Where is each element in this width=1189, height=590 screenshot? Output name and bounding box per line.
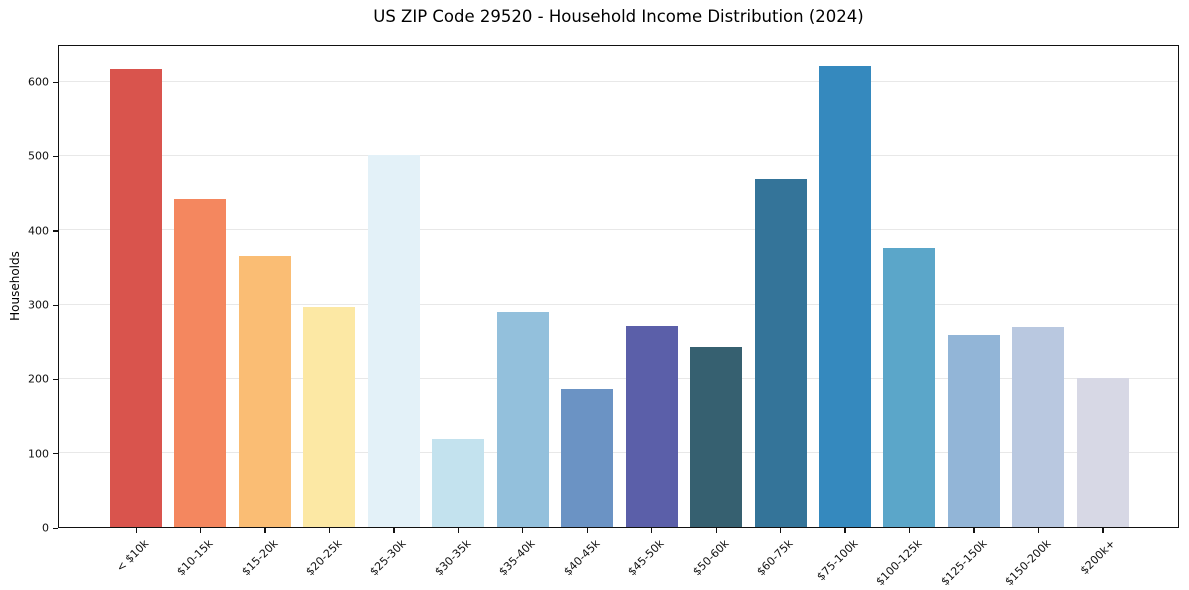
x-tick-mark (651, 528, 653, 533)
x-tick-mark (586, 528, 588, 533)
gridline (59, 229, 1178, 231)
y-tick-mark (53, 155, 58, 158)
x-tick-mark (844, 528, 846, 533)
bar-$20-25k (303, 307, 356, 527)
gridline (59, 452, 1178, 454)
x-tick-label: $30-35k (432, 537, 474, 579)
bar-$30-35k (432, 438, 485, 527)
gridline (59, 154, 1178, 156)
x-tick-mark (1102, 528, 1104, 533)
x-tick-label: $15-20k (238, 537, 281, 579)
y-tick-label: 500 (28, 149, 49, 163)
x-tick-mark (135, 528, 137, 533)
bar-$50-60k (690, 347, 743, 527)
bar-$100-125k (883, 248, 936, 527)
y-tick-label: 600 (28, 75, 49, 89)
x-tick-label: $10-15k (174, 537, 216, 579)
chart-title: US ZIP Code 29520 - Household Income Dis… (373, 7, 864, 26)
x-tick-label: $60-75k (754, 537, 796, 579)
y-tick-label: 300 (28, 298, 49, 312)
x-tick-mark (393, 528, 395, 533)
y-tick-mark (53, 81, 58, 83)
bar-$45-50k (625, 326, 678, 527)
bar-$125-150k (947, 335, 1000, 527)
bar-$15-20k (238, 255, 291, 527)
y-tick-label: 0 (42, 521, 49, 535)
bar-< $10k (110, 68, 162, 527)
x-tick-mark (522, 528, 524, 533)
x-tick-mark (715, 528, 717, 533)
x-tick-mark (457, 528, 460, 533)
x-tick-label: < $10k (113, 537, 152, 575)
y-tick-mark (53, 453, 58, 455)
bar-$75-100k (818, 66, 871, 527)
x-tick-mark (328, 528, 331, 533)
gridline (59, 377, 1178, 379)
y-tick-label: 200 (28, 372, 49, 386)
y-tick-label: 100 (28, 447, 49, 461)
y-tick-label: 400 (28, 224, 49, 238)
x-tick-label: $125-150k (937, 537, 990, 589)
bar-$25-30k (367, 155, 420, 527)
x-tick-label: $25-30k (367, 537, 410, 579)
gridline (59, 303, 1178, 305)
x-tick-label: $20-25k (303, 537, 345, 579)
gridline (59, 80, 1178, 82)
x-tick-label: $75-100k (813, 537, 861, 584)
bar-$60-75k (754, 178, 807, 527)
bar-$35-40k (496, 312, 549, 527)
bar-$150-200k (1012, 327, 1065, 527)
x-tick-label: $45-50k (625, 537, 667, 579)
x-tick-label: $35-40k (496, 537, 538, 579)
bar-$200k+ (1076, 378, 1129, 527)
x-tick-mark (199, 528, 202, 533)
x-tick-mark (1037, 528, 1040, 533)
x-tick-label: $200k+ (1077, 537, 1118, 578)
y-tick-mark (53, 378, 58, 381)
y-tick-mark (53, 304, 58, 306)
plot-area (58, 45, 1179, 528)
x-tick-mark (908, 528, 911, 533)
bar-$10-15k (174, 198, 227, 527)
bar-$40-45k (561, 388, 614, 527)
x-tick-label: $100-125k (873, 537, 925, 589)
y-tick-mark (53, 230, 58, 232)
x-tick-label: $50-60k (689, 537, 732, 579)
x-tick-mark (780, 528, 782, 533)
x-tick-mark (973, 528, 975, 533)
x-tick-mark (264, 528, 266, 533)
y-tick-mark (53, 527, 58, 529)
x-tick-label: $150-200k (1002, 537, 1054, 589)
x-tick-label: $40-45k (561, 537, 603, 579)
